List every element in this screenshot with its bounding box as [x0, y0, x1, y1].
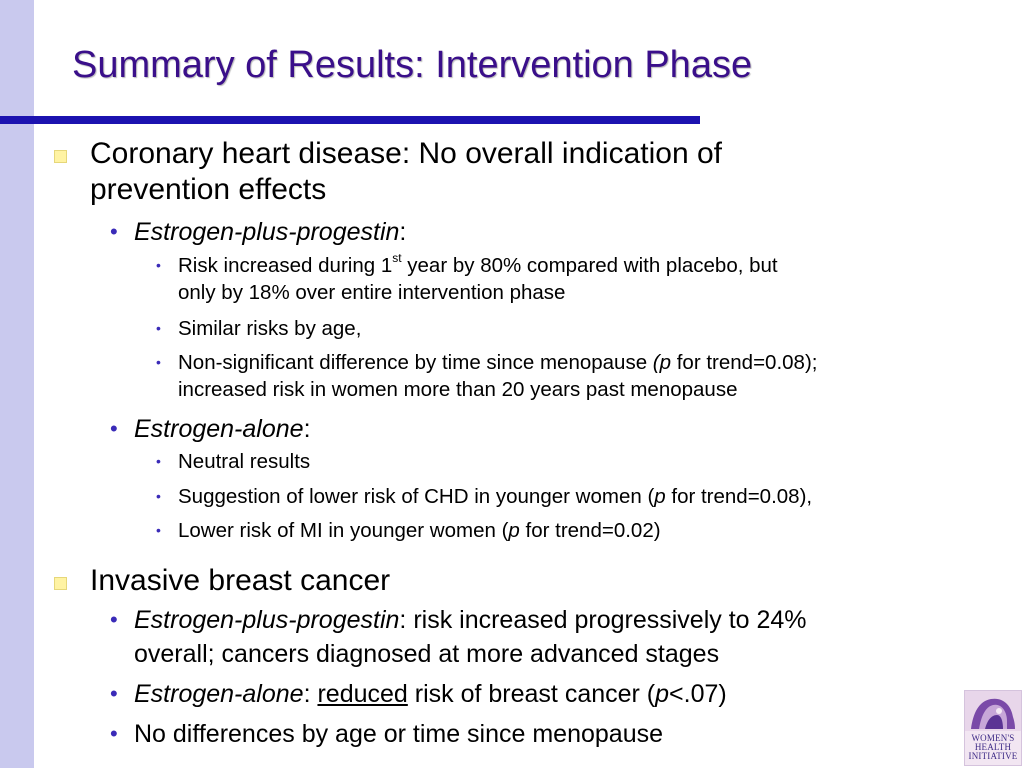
whi-logo: WOMEN'S HEALTH INITIATIVE — [964, 690, 1022, 766]
bullet-breast-cancer-text: Invasive breast cancer — [90, 564, 391, 597]
point-text-a: Risk increased during 1 — [178, 254, 393, 277]
subbullet-epp-breast: • Estrogen-plus-progestin: risk increase… — [110, 603, 807, 671]
subbullet-text: risk of breast cancer ( — [407, 680, 656, 708]
logo-text: WOMEN'S HEALTH INITIATIVE — [965, 734, 1021, 761]
label-epp: Estrogen-plus-progestin — [134, 606, 400, 634]
superscript-st: st — [392, 251, 402, 265]
point-text-b: year by 80% compared with placebo, but — [401, 254, 778, 277]
label-ea-colon: : — [303, 415, 311, 443]
dot-bullet-icon: • — [110, 721, 118, 746]
square-bullet-icon — [54, 577, 67, 590]
p-italic: p — [655, 680, 670, 708]
point-neutral: • Neutral results — [156, 448, 311, 475]
p-italic: p — [508, 519, 520, 542]
subbullet-text-line2: overall; cancers diagnosed at more advan… — [134, 640, 720, 668]
small-dot-bullet-icon: • — [156, 453, 161, 469]
point-text-line2: only by 18% over entire intervention pha… — [178, 281, 566, 304]
label-ea: Estrogen-alone — [134, 415, 304, 443]
dot-bullet-icon: • — [110, 416, 118, 441]
title-underline — [0, 116, 700, 124]
point-nonsignificant: • Non-significant difference by time sin… — [156, 349, 818, 403]
subbullet-text: No differences by age or time since meno… — [134, 720, 664, 748]
bullet-chd-line2: prevention effects — [90, 173, 327, 206]
underlined-word: reduced — [317, 680, 408, 708]
subbullet-epp: • Estrogen-plus-progestin: — [110, 215, 407, 249]
point-text: Neutral results — [178, 450, 311, 473]
point-text-b: for trend=0.08); — [671, 351, 818, 374]
point-risk-increased: • Risk increased during 1st year by 80% … — [156, 251, 778, 306]
point-text: Similar risks by age, — [178, 317, 362, 340]
point-lower-mi: • Lower risk of MI in younger women (p f… — [156, 517, 661, 544]
dot-bullet-icon: • — [110, 607, 118, 632]
bullet-chd-line1: Coronary heart disease: No overall indic… — [90, 137, 723, 170]
point-text-a: Non-significant difference by time since… — [178, 351, 653, 374]
small-dot-bullet-icon: • — [156, 257, 161, 273]
dot-bullet-icon: • — [110, 219, 118, 244]
subbullet-no-differences: • No differences by age or time since me… — [110, 717, 664, 751]
subbullet-text: : risk increased progressively to 24% — [399, 606, 807, 634]
small-dot-bullet-icon: • — [156, 522, 161, 538]
subbullet-ea: • Estrogen-alone: — [110, 412, 311, 446]
subbullet-text-end: <.07) — [669, 680, 727, 708]
point-text-line2: increased risk in women more than 20 yea… — [178, 378, 738, 401]
label-epp-colon: : — [399, 218, 407, 246]
square-bullet-icon — [54, 150, 67, 163]
slide-title: Summary of Results: Intervention Phase — [72, 44, 753, 86]
label-sep: : — [303, 680, 318, 708]
p-italic: (p — [652, 351, 672, 374]
bullet-breast-cancer: Invasive breast cancer — [54, 563, 391, 599]
point-text-b: for trend=0.02) — [519, 519, 661, 542]
logo-portrait-icon — [965, 691, 1021, 731]
point-text-a: Lower risk of MI in younger women ( — [178, 519, 509, 542]
small-dot-bullet-icon: • — [156, 320, 161, 336]
label-epp: Estrogen-plus-progestin — [134, 218, 400, 246]
logo-line1: WOMEN'S — [971, 733, 1015, 743]
point-text-a: Suggestion of lower risk of CHD in young… — [178, 485, 655, 508]
point-text-b: for trend=0.08), — [665, 485, 813, 508]
logo-line3: INITIATIVE — [968, 751, 1018, 761]
small-dot-bullet-icon: • — [156, 354, 161, 370]
point-similar-risks: • Similar risks by age, — [156, 315, 362, 342]
side-band — [0, 0, 34, 768]
small-dot-bullet-icon: • — [156, 488, 161, 504]
dot-bullet-icon: • — [110, 681, 118, 706]
bullet-chd: Coronary heart disease: No overall indic… — [54, 136, 723, 208]
p-italic: p — [654, 485, 666, 508]
logo-line2: HEALTH — [974, 742, 1012, 752]
label-ea: Estrogen-alone — [134, 680, 304, 708]
point-lower-chd: • Suggestion of lower risk of CHD in you… — [156, 483, 813, 510]
subbullet-ea-breast: • Estrogen-alone: reduced risk of breast… — [110, 677, 727, 711]
